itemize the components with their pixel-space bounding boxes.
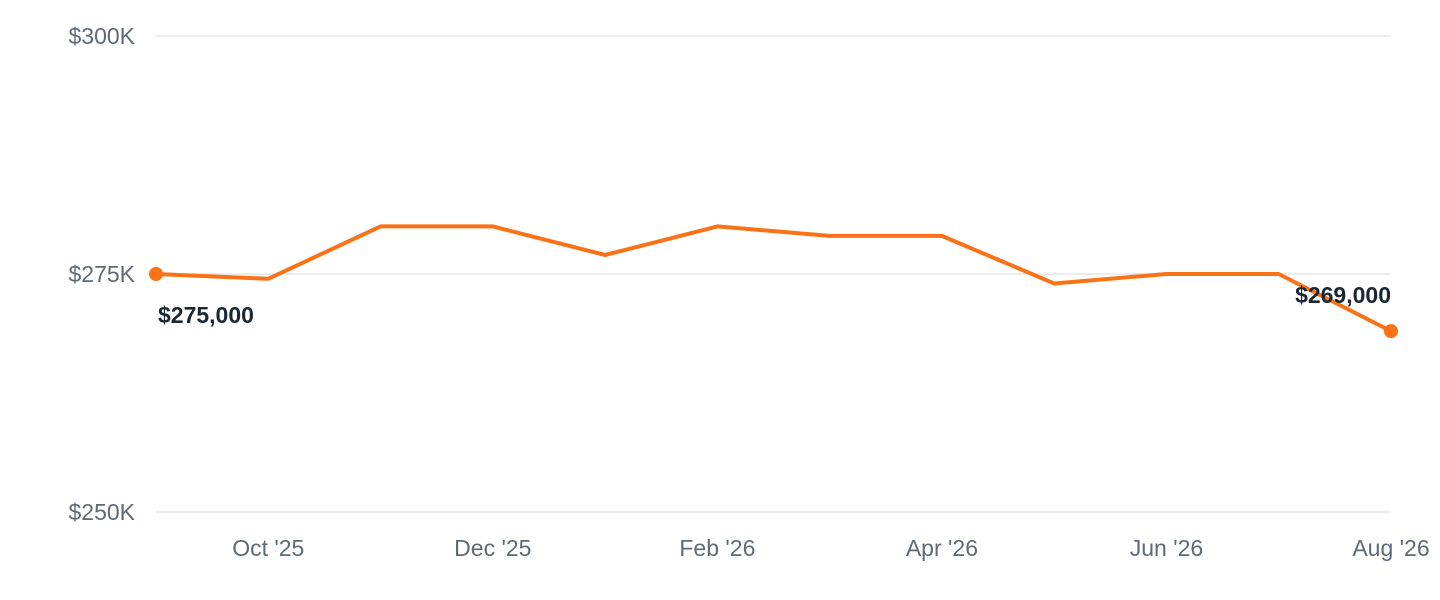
endpoint-marker — [149, 267, 163, 281]
value-label: $275,000 — [158, 302, 254, 328]
x-tick-label: Feb '26 — [679, 535, 755, 561]
x-tick-label: Aug '26 — [1352, 535, 1429, 561]
x-tick-label: Dec '25 — [454, 535, 531, 561]
x-tick-label: Apr '26 — [906, 535, 978, 561]
y-tick-label: $250K — [68, 499, 135, 525]
x-tick-label: Jun '26 — [1130, 535, 1203, 561]
end-value-labels: $275,000 $269,000 — [158, 282, 1391, 328]
y-axis-ticks: $300K $275K $250K — [68, 23, 135, 525]
x-tick-label: Oct '25 — [232, 535, 304, 561]
y-tick-label: $300K — [68, 23, 135, 49]
series-group — [149, 224, 1398, 339]
endpoint-marker — [1384, 324, 1398, 339]
x-axis-ticks: Oct '25 Dec '25 Feb '26 Apr '26 Jun '26 Aug '… — [232, 535, 1429, 561]
y-tick-label: $275K — [68, 261, 135, 287]
value-label: $269,000 — [1295, 282, 1391, 308]
series-line — [154, 224, 1393, 334]
